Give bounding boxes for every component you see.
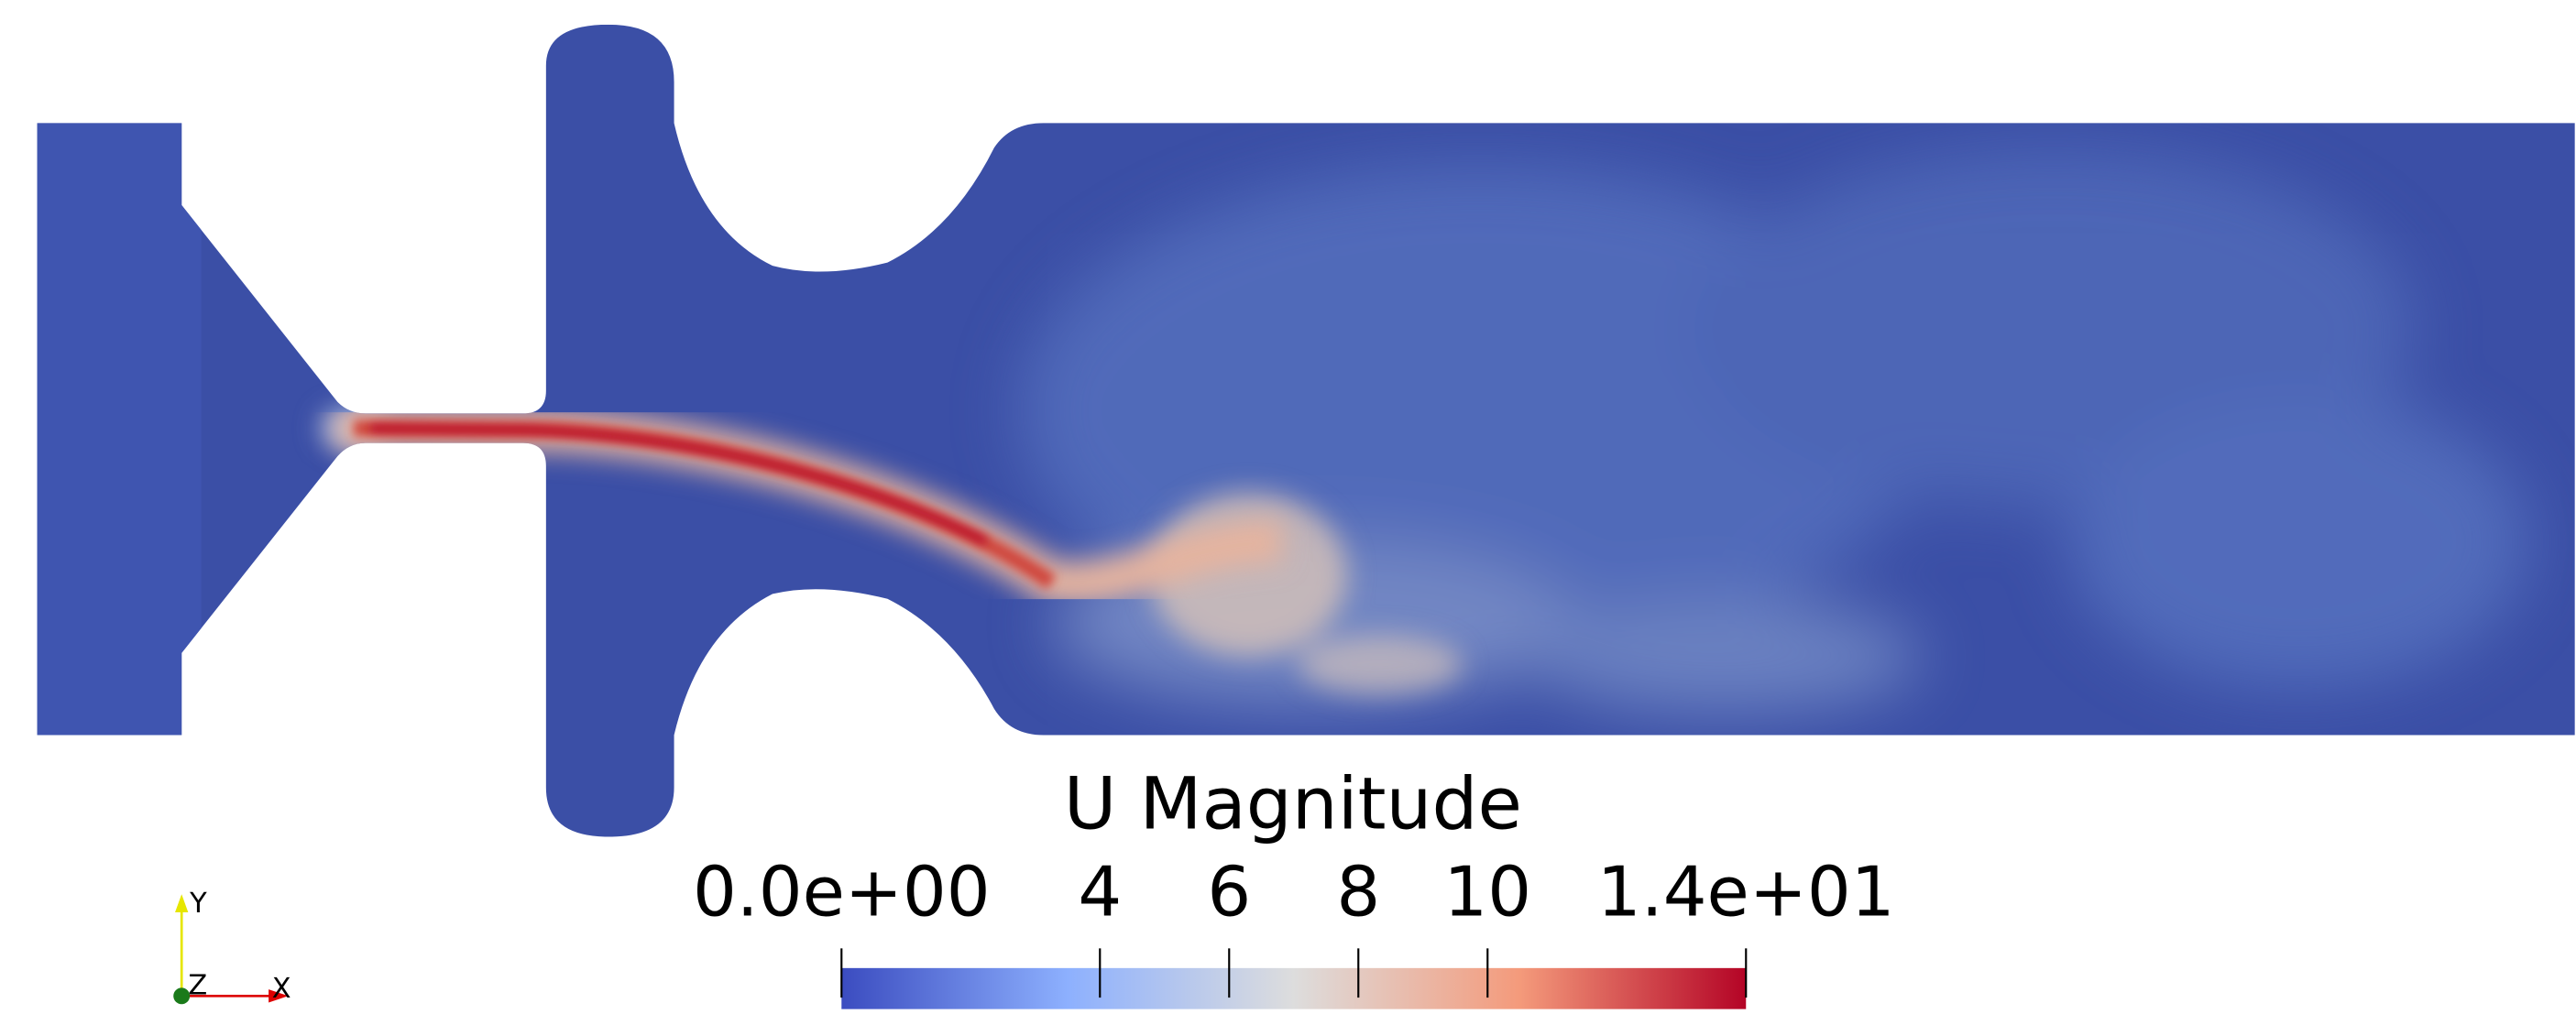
z-axis xyxy=(173,987,191,1005)
x-label: X xyxy=(272,973,291,1005)
colorbar-tick-label: 4 xyxy=(1078,852,1122,932)
colorbar-tick-label: 1.4e+01 xyxy=(1597,852,1895,932)
colorbar-tick-label: 0.0e+00 xyxy=(693,852,991,932)
x-arrow xyxy=(269,989,289,1003)
y-arrow xyxy=(175,894,189,912)
color-legend: U Magnitude 0.0e+00 4 6 8 10 1.4e+01 xyxy=(693,762,1895,1009)
colorbar xyxy=(841,967,1747,1009)
z-label: Z xyxy=(188,970,207,1002)
colorbar-tick-label: 8 xyxy=(1336,852,1380,932)
colorbar-title: U Magnitude xyxy=(1064,762,1522,846)
colorbar-tick-label: 10 xyxy=(1443,852,1531,932)
axes-triad: Y Z X xyxy=(173,888,291,1005)
colorbar-tick-label: 6 xyxy=(1207,852,1251,932)
y-label: Y xyxy=(189,888,207,920)
